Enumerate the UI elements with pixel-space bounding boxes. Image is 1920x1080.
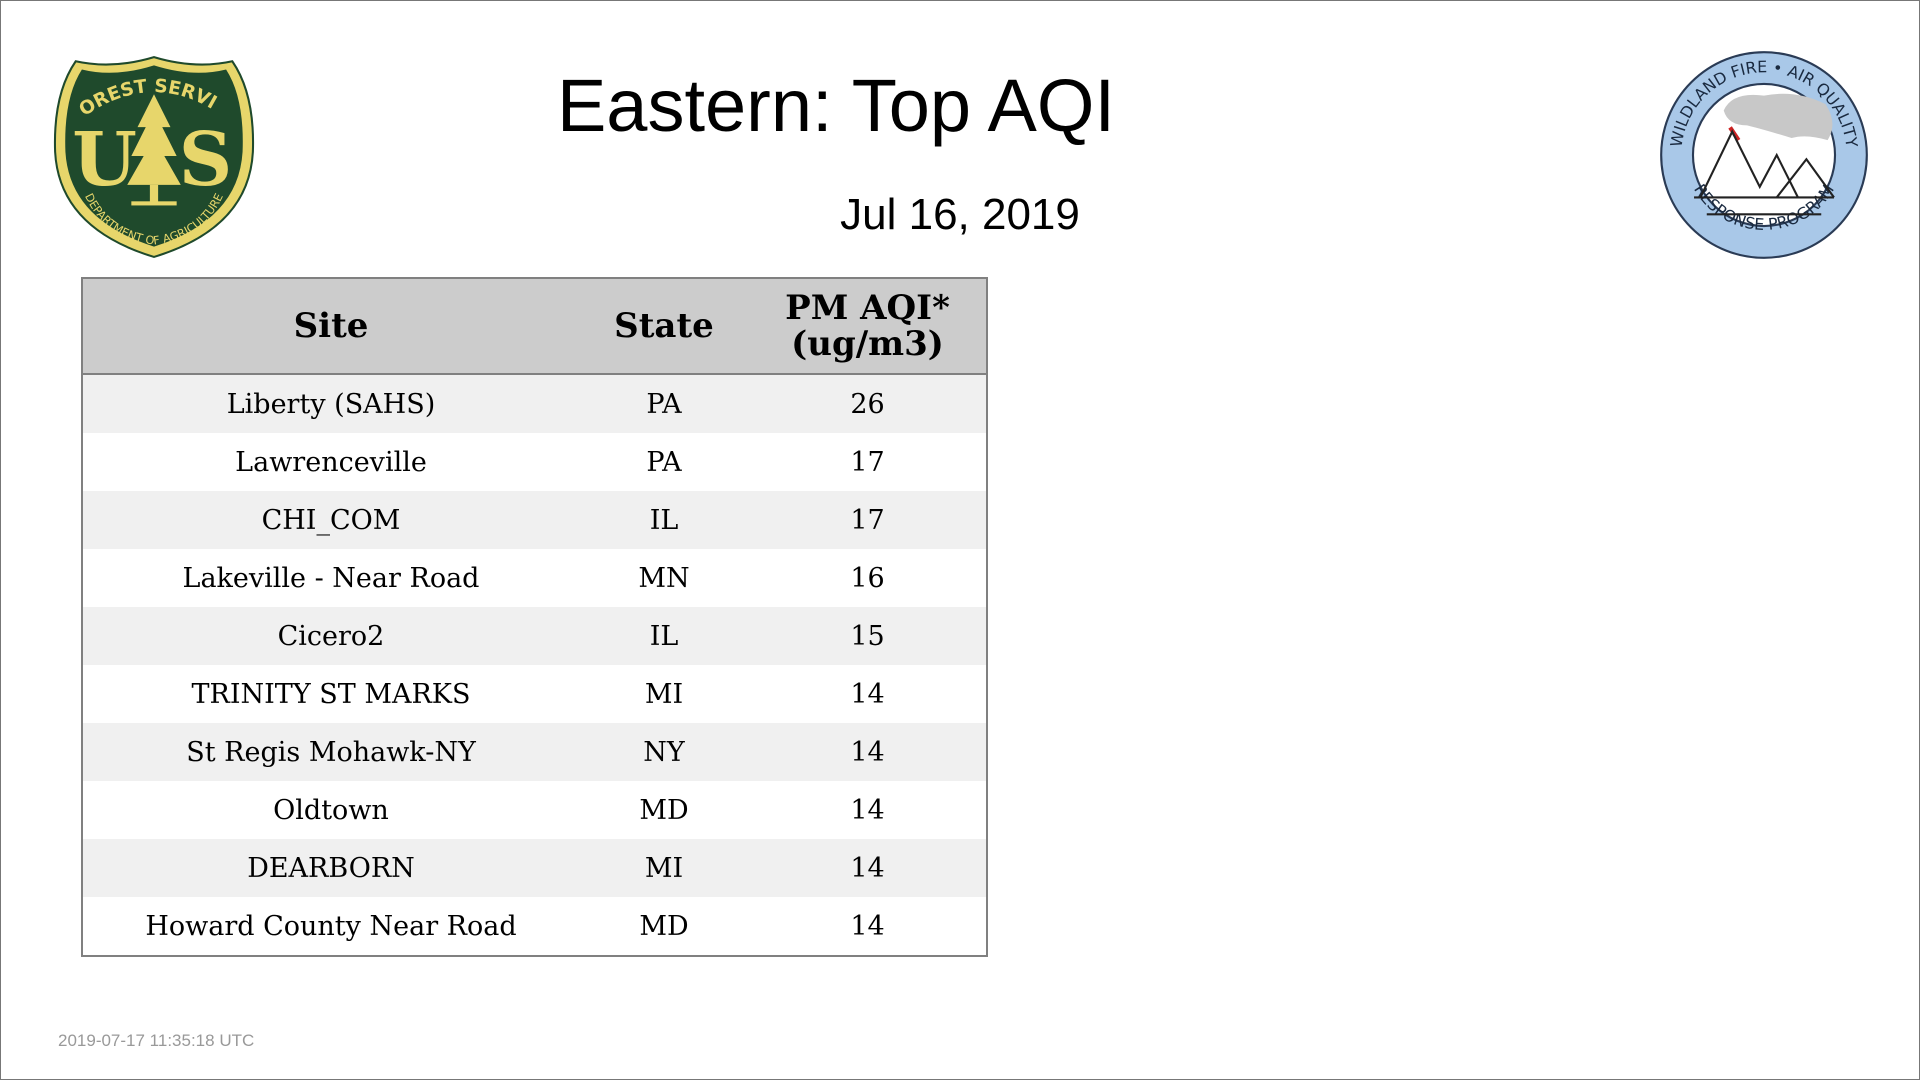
table-row: TRINITY ST MARKS MI 14 [83,665,986,723]
forest-service-shield-icon: FOREST SERVICE U S DEPARTMENT OF AGRICUL… [51,53,255,259]
cell-site: Oldtown [83,781,579,839]
table-row: DEARBORN MI 14 [83,839,986,897]
svg-text:S: S [179,116,233,203]
cell-state: PA [579,433,749,491]
cell-state: PA [579,374,749,433]
cell-site: Howard County Near Road [83,897,579,955]
cell-pm-aqi: 17 [749,491,986,549]
column-header-state: State [579,279,749,375]
cell-state: IL [579,607,749,665]
table-row: CHI_COM IL 17 [83,491,986,549]
cell-state: IL [579,491,749,549]
cell-site: Cicero2 [83,607,579,665]
table-row: Howard County Near Road MD 14 [83,897,986,955]
cell-state: NY [579,723,749,781]
cell-state: MN [579,549,749,607]
cell-pm-aqi: 14 [749,781,986,839]
cell-pm-aqi: 26 [749,374,986,433]
table-row: Cicero2 IL 15 [83,607,986,665]
table-header-row: Site State PM AQI* (ug/m3) [83,279,986,375]
cell-site: CHI_COM [83,491,579,549]
cell-site: DEARBORN [83,839,579,897]
cell-state: MI [579,839,749,897]
cell-site: St Regis Mohawk-NY [83,723,579,781]
table-row: St Regis Mohawk-NY NY 14 [83,723,986,781]
cell-state: MD [579,897,749,955]
column-header-pm-aqi: PM AQI* (ug/m3) [749,279,986,375]
column-header-pm-aqi-line1: PM AQI* [785,288,950,328]
cell-pm-aqi: 14 [749,839,986,897]
table-row: Lawrenceville PA 17 [83,433,986,491]
column-header-site: Site [83,279,579,375]
cell-state: MI [579,665,749,723]
aqi-table: Site State PM AQI* (ug/m3) Liberty (SAHS… [81,277,988,957]
cell-pm-aqi: 15 [749,607,986,665]
cell-site: Lawrenceville [83,433,579,491]
cell-site: Lakeville - Near Road [83,549,579,607]
cell-pm-aqi: 14 [749,665,986,723]
cell-site: Liberty (SAHS) [83,374,579,433]
wildland-fire-air-quality-seal-icon: WILDLAND FIRE • AIR QUALITY RESPONSE PRO… [1660,51,1868,259]
svg-text:U: U [72,116,137,203]
table-row: Lakeville - Near Road MN 16 [83,549,986,607]
table-row: Oldtown MD 14 [83,781,986,839]
table-row: Liberty (SAHS) PA 26 [83,374,986,433]
generated-timestamp: 2019-07-17 11:35:18 UTC [58,1031,255,1050]
column-header-pm-aqi-line2: (ug/m3) [791,324,944,364]
cell-pm-aqi: 14 [749,723,986,781]
page-title: Eastern: Top AQI [556,64,1116,147]
cell-pm-aqi: 16 [749,549,986,607]
cell-state: MD [579,781,749,839]
cell-pm-aqi: 17 [749,433,986,491]
cell-site: TRINITY ST MARKS [83,665,579,723]
page-date: Jul 16, 2019 [840,190,1080,239]
cell-pm-aqi: 14 [749,897,986,955]
